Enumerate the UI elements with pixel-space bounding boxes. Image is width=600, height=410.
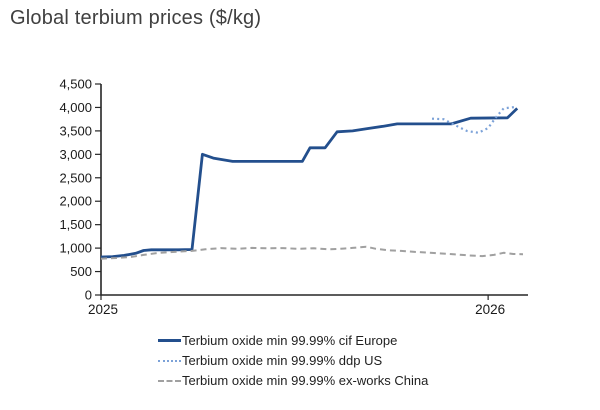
svg-text:4,000: 4,000: [59, 100, 92, 115]
svg-text:0: 0: [85, 288, 92, 303]
svg-text:500: 500: [70, 264, 92, 279]
svg-text:2026: 2026: [475, 302, 505, 317]
svg-text:3,500: 3,500: [59, 123, 92, 138]
legend-label-cif-europe: Terbium oxide min 99.99% cif Europe: [182, 333, 398, 348]
dashed-line-icon: [158, 379, 181, 382]
dotted-line-icon: [158, 359, 181, 362]
legend-item-cif-europe: Terbium oxide min 99.99% cif Europe: [158, 331, 428, 350]
page-title: Global terbium prices ($/kg): [10, 7, 262, 29]
legend-item-exworks-china: Terbium oxide min 99.99% ex-works China: [158, 371, 428, 390]
svg-text:2,500: 2,500: [59, 170, 92, 185]
svg-text:2,000: 2,000: [59, 194, 92, 209]
solid-line-icon: [158, 339, 181, 342]
legend-item-ddp-us: Terbium oxide min 99.99% ddp US: [158, 351, 428, 370]
chart-legend: Terbium oxide min 99.99% cif Europe Terb…: [158, 331, 428, 390]
svg-text:3,000: 3,000: [59, 147, 92, 162]
svg-text:1,000: 1,000: [59, 241, 92, 256]
legend-label-exworks-china: Terbium oxide min 99.99% ex-works China: [182, 373, 429, 388]
terbium-price-chart: 0 500 1,000 1,500 2,000 2,500 3,000 3,500 4,000 4…: [59, 77, 528, 317]
svg-text:4,500: 4,500: [59, 77, 92, 92]
svg-text:1,500: 1,500: [59, 217, 92, 232]
svg-text:2025: 2025: [88, 302, 118, 317]
legend-label-ddp-us: Terbium oxide min 99.99% ddp US: [182, 353, 383, 368]
